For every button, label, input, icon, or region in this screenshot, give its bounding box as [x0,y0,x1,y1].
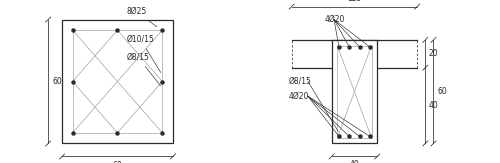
Text: Ø8/15: Ø8/15 [126,52,160,86]
Text: Ø10/15: Ø10/15 [126,35,161,73]
Text: 8Ø25: 8Ø25 [126,7,157,27]
Text: 4Ø20: 4Ø20 [324,15,344,24]
Text: Ø8/15: Ø8/15 [288,77,312,86]
Text: 20: 20 [429,49,438,58]
Text: 40: 40 [429,101,438,110]
Text: 40: 40 [350,160,360,163]
Text: 4Ø20: 4Ø20 [288,92,309,101]
Text: 60: 60 [437,87,447,96]
Text: 60: 60 [112,161,122,163]
Bar [338,46,372,138]
Bar [72,30,162,133]
Text: 60: 60 [52,77,62,86]
Text: 125: 125 [347,0,362,3]
Bar [62,20,173,143]
Bar [332,40,377,143]
